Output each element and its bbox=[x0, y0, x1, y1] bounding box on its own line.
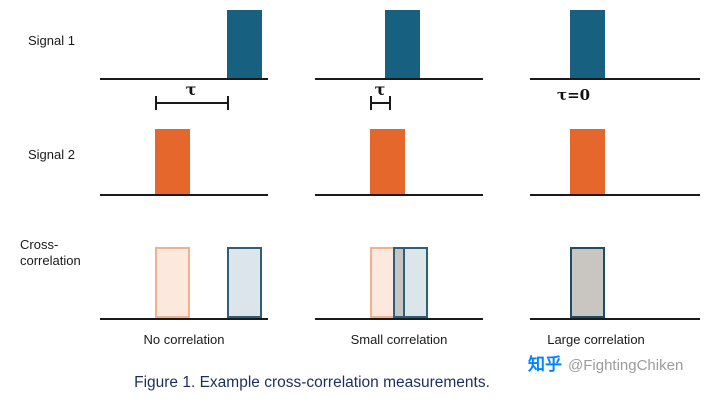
signal2-axis-no-correlation bbox=[100, 194, 268, 196]
row-label-cross-correlation: Cross-correlation bbox=[20, 237, 81, 269]
signal1-axis-large-correlation bbox=[530, 78, 700, 80]
column-label-large-correlation: Large correlation bbox=[547, 332, 645, 347]
crosscorr-axis-large-correlation bbox=[530, 318, 700, 320]
crosscorr-ghost-orange-no-correlation bbox=[155, 247, 190, 318]
signal2-pulse-small-correlation bbox=[370, 129, 405, 194]
row-label-signal2: Signal 2 bbox=[28, 147, 75, 162]
column-label-small-correlation: Small correlation bbox=[350, 332, 448, 347]
tau-bracket-line bbox=[157, 102, 227, 104]
signal1-axis-no-correlation bbox=[100, 78, 268, 80]
tau-label-large-correlation: τ=0 bbox=[557, 86, 591, 104]
tau-bracket-no-correlation bbox=[155, 96, 229, 110]
zhihu-logo: 知乎 bbox=[528, 355, 562, 374]
row-label-signal1: Signal 1 bbox=[28, 33, 75, 48]
crosscorr-overlap-large-correlation bbox=[570, 247, 605, 318]
tau-bracket-small-correlation bbox=[370, 96, 391, 110]
watermark-handle: @FightingChiken bbox=[568, 357, 684, 374]
signal2-axis-small-correlation bbox=[315, 194, 483, 196]
crosscorr-ghost-blue-no-correlation bbox=[227, 247, 262, 318]
signal2-pulse-no-correlation bbox=[155, 129, 190, 194]
signal1-pulse-large-correlation bbox=[570, 10, 605, 78]
tau-bracket-line bbox=[372, 102, 389, 104]
signal2-pulse-large-correlation bbox=[570, 129, 605, 194]
signal1-axis-small-correlation bbox=[315, 78, 483, 80]
signal1-pulse-no-correlation bbox=[227, 10, 262, 78]
crosscorr-axis-no-correlation bbox=[100, 318, 268, 320]
tau-label-small-correlation: τ bbox=[374, 80, 386, 99]
crosscorr-axis-small-correlation bbox=[315, 318, 483, 320]
crosscorr-overlap-small-correlation bbox=[395, 249, 405, 316]
column-label-no-correlation: No correlation bbox=[143, 332, 225, 347]
signal2-axis-large-correlation bbox=[530, 194, 700, 196]
watermark: 知乎 @FightingChiken bbox=[528, 350, 683, 375]
signal1-pulse-small-correlation bbox=[385, 10, 420, 78]
figure-caption: Figure 1. Example cross-correlation meas… bbox=[134, 374, 490, 391]
tau-label-no-correlation: τ bbox=[185, 80, 197, 99]
